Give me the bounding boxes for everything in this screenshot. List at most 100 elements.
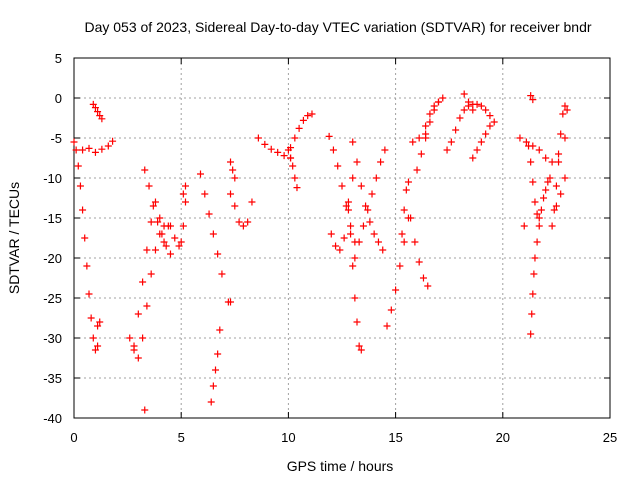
series-arc-4e [227, 190, 256, 230]
data-point [85, 144, 93, 152]
data-point [413, 166, 421, 174]
series-arc-9f [548, 102, 571, 230]
data-point [291, 174, 299, 182]
data-point [216, 326, 224, 334]
data-point [94, 342, 102, 350]
series-arc-1a [70, 138, 102, 354]
data-point [98, 145, 106, 153]
data-point [83, 262, 91, 270]
data-point [353, 158, 361, 166]
data-point [364, 206, 372, 214]
data-point [422, 134, 430, 142]
data-point [368, 190, 376, 198]
data-point [280, 152, 288, 160]
data-point [325, 132, 333, 140]
data-point [72, 146, 80, 154]
data-point [334, 162, 342, 170]
data-point [336, 246, 344, 254]
data-point [530, 270, 538, 278]
data-point [486, 122, 494, 130]
data-point [229, 166, 237, 174]
data-point [143, 246, 151, 254]
series-arc-6c [344, 198, 365, 354]
data-point [531, 198, 539, 206]
data-point [274, 148, 282, 156]
data-point [355, 238, 363, 246]
data-point [214, 350, 222, 358]
series-arc-6d [349, 138, 387, 254]
data-point [212, 366, 220, 374]
data-point [477, 102, 485, 110]
series-arc-5c [287, 110, 316, 152]
series-arc-8c [469, 122, 494, 162]
data-point [419, 274, 427, 282]
data-point [166, 250, 174, 258]
series-arc-7a [383, 214, 412, 330]
data-point [147, 218, 155, 226]
data-point [327, 230, 335, 238]
data-point [366, 218, 374, 226]
data-point [162, 242, 170, 250]
data-point [473, 100, 481, 108]
data-point [460, 106, 468, 114]
data-point [207, 398, 215, 406]
data-point [231, 202, 239, 210]
data-point [531, 254, 539, 262]
data-point [231, 174, 239, 182]
data-point [377, 158, 385, 166]
data-point [304, 112, 312, 120]
data-point [299, 116, 307, 124]
data-point [525, 142, 533, 150]
data-point [447, 138, 455, 146]
data-point [351, 254, 359, 262]
data-point [415, 258, 423, 266]
series-arc-7b [398, 178, 412, 238]
x-axis-label: GPS time / hours [287, 458, 394, 474]
data-point [179, 190, 187, 198]
data-point [529, 96, 537, 104]
data-point [160, 238, 168, 246]
data-point [295, 124, 303, 132]
data-point [87, 314, 95, 322]
data-point [443, 146, 451, 154]
data-point [527, 158, 535, 166]
data-point [456, 114, 464, 122]
series-arc-9a [516, 134, 569, 166]
data-point [139, 278, 147, 286]
data-point [362, 202, 370, 210]
data-point [439, 94, 447, 102]
data-point [349, 174, 357, 182]
series-arc-9d [527, 174, 554, 338]
data-point [96, 318, 104, 326]
data-point [522, 138, 530, 146]
y-tick-label: 0 [55, 91, 62, 106]
data-point [134, 310, 142, 318]
data-point [91, 104, 99, 112]
series-arc-1b [79, 137, 117, 156]
data-point [104, 142, 112, 150]
data-point [154, 218, 162, 226]
data-point [557, 130, 565, 138]
data-point [261, 140, 269, 148]
data-point [544, 178, 552, 186]
data-point [402, 186, 410, 194]
data-point [477, 138, 485, 146]
data-point [349, 138, 357, 146]
series-arc-2a [126, 222, 172, 362]
data-point [379, 246, 387, 254]
data-point [89, 334, 97, 342]
data-point [411, 238, 419, 246]
data-point [529, 290, 537, 298]
data-point [349, 262, 357, 270]
data-point [147, 270, 155, 278]
data-point [563, 106, 571, 114]
data-point [528, 310, 536, 318]
data-point [347, 230, 355, 238]
data-point [177, 238, 185, 246]
data-point [533, 238, 541, 246]
data-point [404, 178, 412, 186]
data-point [537, 206, 545, 214]
data-point [535, 214, 543, 222]
y-tick-label: -10 [43, 171, 62, 186]
data-point [469, 154, 477, 162]
